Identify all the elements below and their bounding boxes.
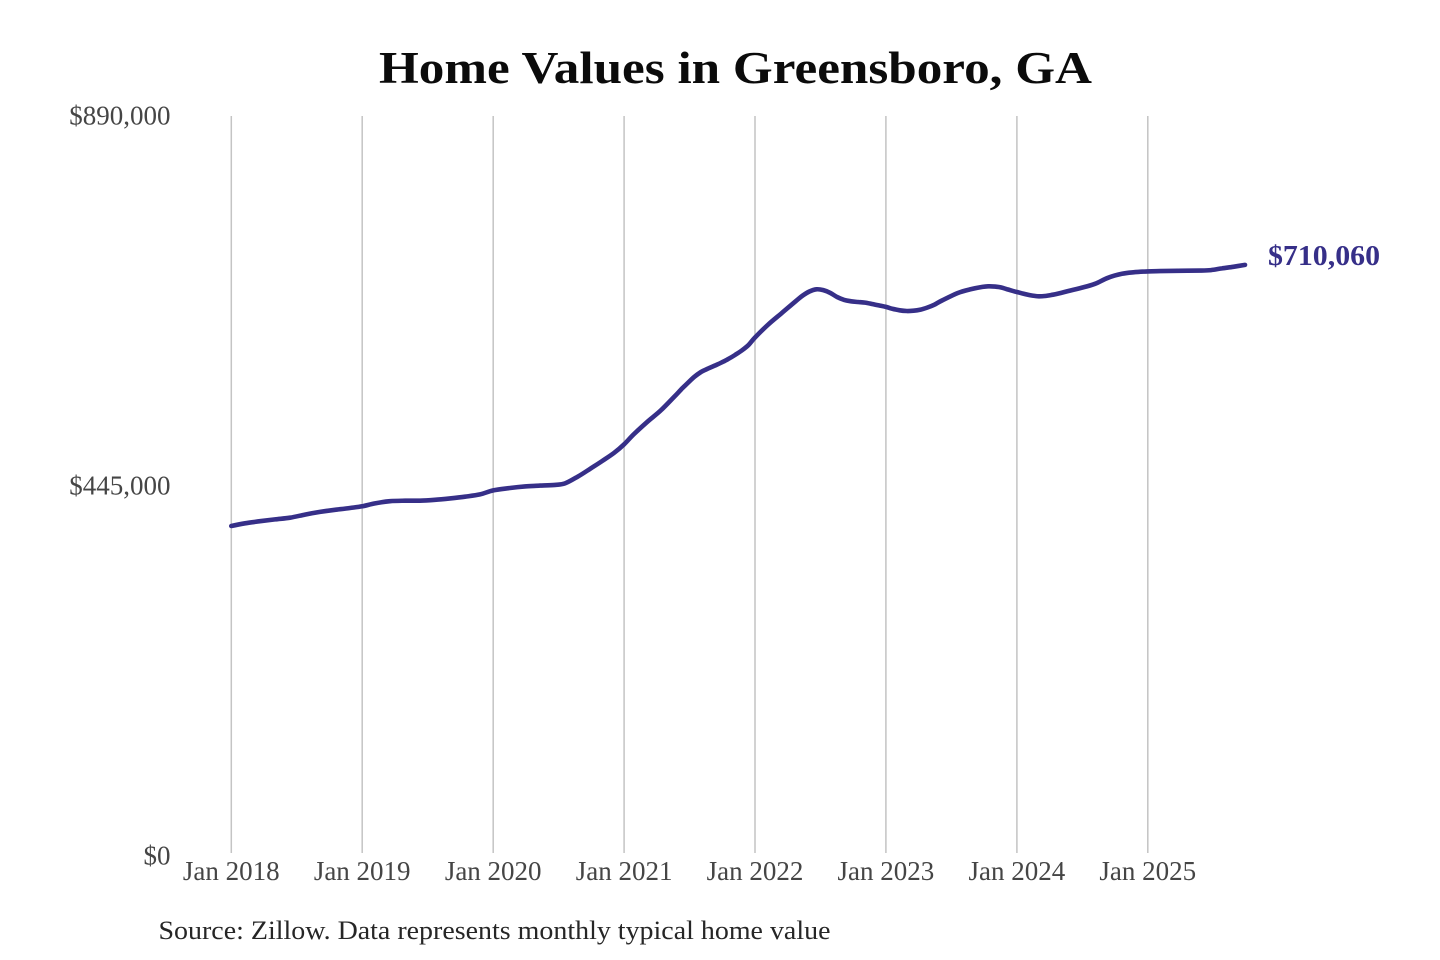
svg-text:Jan 2022: Jan 2022 bbox=[707, 856, 804, 886]
svg-text:Jan 2021: Jan 2021 bbox=[576, 856, 673, 886]
svg-text:$890,000: $890,000 bbox=[69, 100, 170, 130]
svg-text:Source: Zillow. Data represent: Source: Zillow. Data represents monthly … bbox=[159, 915, 831, 945]
svg-text:Jan 2023: Jan 2023 bbox=[838, 856, 935, 886]
svg-text:Jan 2020: Jan 2020 bbox=[445, 856, 542, 886]
svg-text:$710,060: $710,060 bbox=[1268, 241, 1380, 272]
svg-text:Jan 2025: Jan 2025 bbox=[1099, 856, 1196, 886]
svg-text:$445,000: $445,000 bbox=[69, 470, 170, 500]
svg-text:Jan 2019: Jan 2019 bbox=[314, 856, 411, 886]
svg-text:$0: $0 bbox=[144, 841, 171, 871]
svg-text:Jan 2018: Jan 2018 bbox=[183, 856, 280, 886]
svg-text:Home Values in Greensboro, GA: Home Values in Greensboro, GA bbox=[379, 43, 1093, 93]
svg-text:Jan 2024: Jan 2024 bbox=[969, 856, 1066, 886]
